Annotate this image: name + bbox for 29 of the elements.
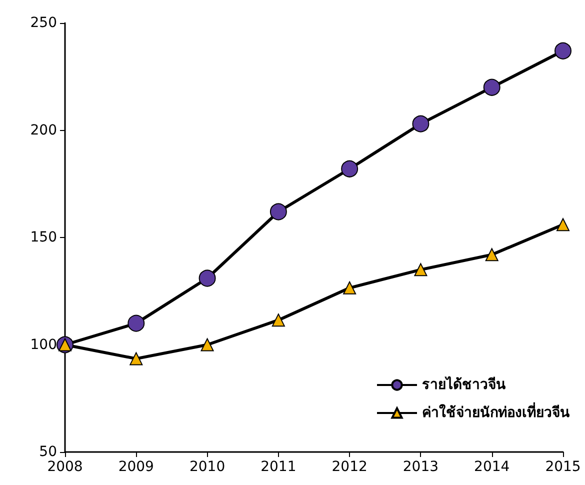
x-tick-label: 2012 <box>332 459 368 475</box>
point <box>485 248 498 262</box>
point <box>198 270 216 287</box>
y-tick-label: 200 <box>30 122 57 138</box>
x-tick-label: 2010 <box>189 459 226 475</box>
point <box>272 314 285 327</box>
point <box>483 78 500 96</box>
point <box>128 314 145 332</box>
x-tick-label: 2014 <box>474 459 510 475</box>
y-tick-label: 150 <box>30 230 57 246</box>
point <box>554 42 572 60</box>
x-tick-label: 2011 <box>260 459 296 475</box>
point <box>341 160 358 178</box>
x-tick-label: 2015 <box>545 459 581 475</box>
point <box>200 338 214 352</box>
x-tick-label: 2008 <box>47 459 83 475</box>
point <box>343 281 356 294</box>
point <box>270 203 287 220</box>
y-tick-label: 250 <box>30 15 57 31</box>
point <box>414 263 428 276</box>
x-tick-label: 2009 <box>118 459 154 475</box>
legend-label: ค่าใช้จ่ายนักท่องเที่ยวจีน <box>422 402 570 421</box>
x-tick-label: 2013 <box>402 459 439 475</box>
point <box>130 352 143 366</box>
y-tick-label: 50 <box>39 444 57 460</box>
y-tick-label: 100 <box>30 336 57 353</box>
point <box>412 115 430 132</box>
point <box>556 218 570 232</box>
legend-label: รายได้ชาวจีน <box>422 375 506 393</box>
